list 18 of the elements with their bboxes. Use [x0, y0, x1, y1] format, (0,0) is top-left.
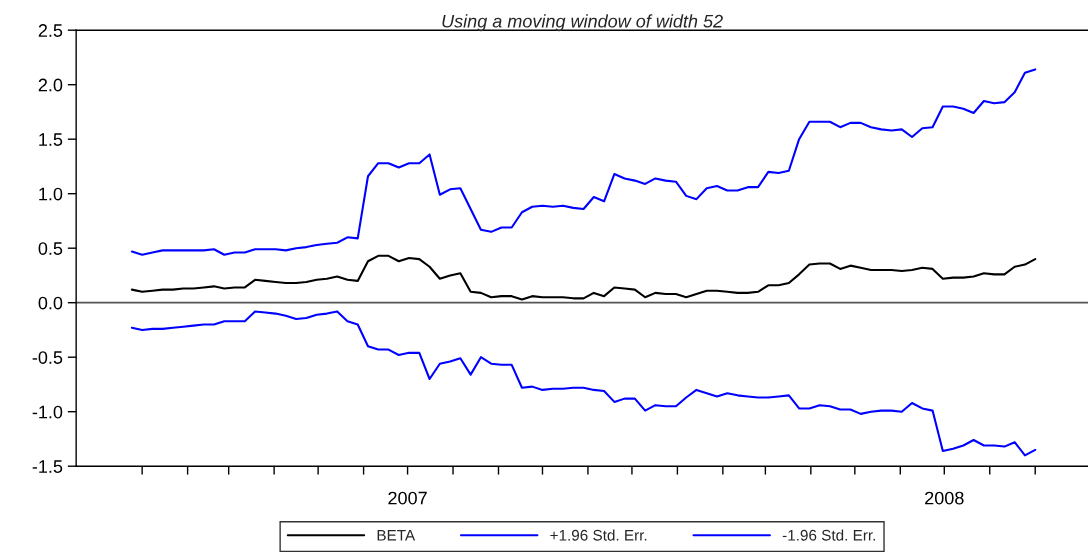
line-series: [130, 68, 1037, 256]
line-series: [130, 310, 1037, 457]
y-tick-label: 0.5: [38, 242, 63, 255]
y-tick-label: 2.5: [38, 24, 63, 37]
x-tick-label: 2007: [388, 491, 427, 505]
y-tick-label: 2.0: [38, 78, 63, 92]
y-tick-label: -1.5: [32, 460, 63, 473]
legend-label: BETA: [377, 530, 416, 541]
x-tick-label: 2008: [925, 491, 964, 505]
chart-title: Using a moving window of width 52: [442, 14, 723, 32]
y-tick-label: 1.5: [39, 133, 63, 146]
line-series: [130, 254, 1037, 301]
legend-label: -1.96 Std. Err.: [782, 529, 875, 541]
y-tick-label: -1.0: [32, 405, 63, 419]
legend-label: +1.96 Std. Err.: [550, 529, 647, 541]
y-tick-label: 0.0: [38, 296, 63, 310]
y-tick-label: 1.0: [39, 187, 63, 201]
y-tick-label: -0.5: [32, 351, 63, 364]
